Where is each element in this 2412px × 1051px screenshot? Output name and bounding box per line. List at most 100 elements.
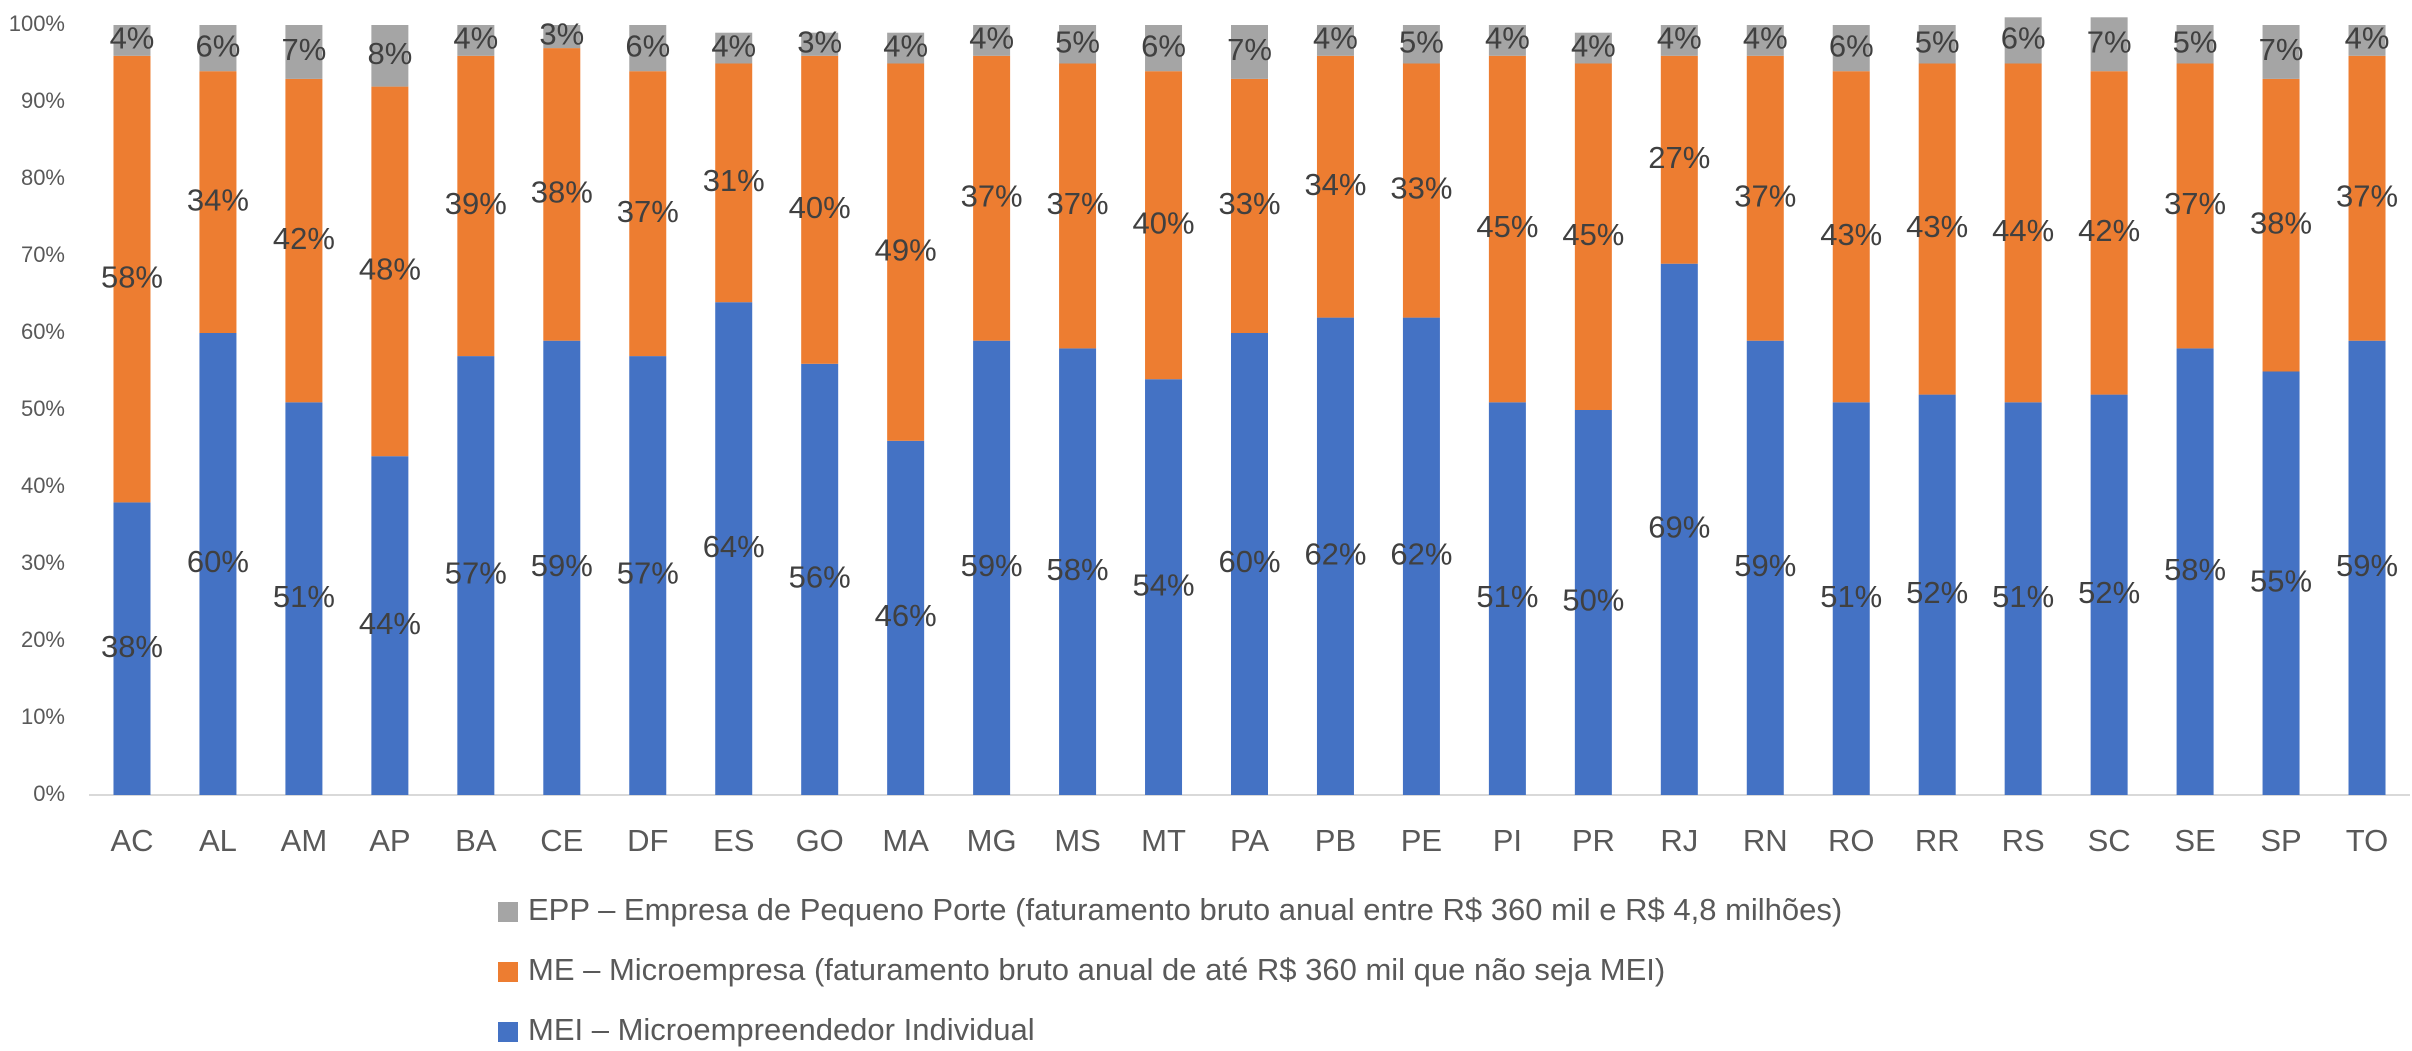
y-tick-label: 90%: [21, 88, 65, 113]
data-label: 51%: [1820, 579, 1882, 614]
data-label: 60%: [187, 544, 249, 579]
bar-segment: [1832, 25, 1870, 72]
data-label: 51%: [1476, 579, 1538, 614]
bar-segment: [1746, 340, 1784, 795]
data-label: 4%: [1571, 28, 1616, 63]
data-label: 69%: [1648, 510, 1710, 545]
bar-segment: [1488, 25, 1526, 56]
bar-segment: [2090, 71, 2128, 395]
x-tick-label: RN: [1743, 823, 1788, 858]
data-label: 6%: [1141, 28, 1186, 63]
bar-segment: [2004, 402, 2042, 795]
data-label: 56%: [789, 560, 851, 595]
x-tick-label: RR: [1915, 823, 1960, 858]
bar-segment: [2262, 78, 2300, 372]
bar-segment: [2176, 25, 2214, 64]
data-label: 7%: [2259, 32, 2304, 67]
bar-segment: [1231, 78, 1268, 334]
bar-segment: [2262, 371, 2300, 795]
data-label: 4%: [1313, 21, 1358, 56]
data-label: 40%: [789, 190, 851, 225]
x-tick-label: SE: [2174, 823, 2215, 858]
data-label: 51%: [273, 579, 335, 614]
bar-segment: [1059, 348, 1097, 795]
data-label: 52%: [1906, 575, 1968, 610]
data-label: 42%: [2078, 213, 2140, 248]
data-label: 6%: [2001, 21, 2046, 56]
data-label: 57%: [445, 556, 507, 591]
data-label: 59%: [1734, 548, 1796, 583]
data-label: 45%: [1562, 217, 1624, 252]
bar-segment: [543, 48, 581, 341]
bar-segment: [1231, 333, 1268, 795]
x-tick-label: MA: [882, 823, 929, 858]
y-tick-label: 50%: [21, 396, 65, 421]
bar-segment: [285, 78, 323, 403]
x-tick-label: MS: [1054, 823, 1101, 858]
data-label: 33%: [1390, 171, 1452, 206]
y-tick-label: 20%: [21, 627, 65, 652]
data-label: 27%: [1648, 140, 1710, 175]
y-tick-label: 80%: [21, 165, 65, 190]
bar-segment: [285, 25, 323, 79]
bar-segment: [629, 356, 667, 795]
bar-segment: [973, 55, 1011, 341]
bar-segment: [629, 71, 667, 357]
bar-segment: [1145, 25, 1183, 72]
data-label: 5%: [2173, 24, 2218, 59]
data-label: 50%: [1562, 583, 1624, 618]
data-label: 51%: [1992, 579, 2054, 614]
data-label: 38%: [2250, 205, 2312, 240]
x-tick-label: PI: [1493, 823, 1522, 858]
data-label: 4%: [1657, 21, 1702, 56]
bar-segment: [2262, 25, 2300, 79]
bar-segment: [887, 63, 925, 441]
bar-segment: [457, 55, 495, 357]
bar-segment: [2004, 17, 2042, 64]
data-label: 33%: [1218, 186, 1280, 221]
bar-segment: [543, 340, 581, 795]
data-label: 4%: [1485, 21, 1530, 56]
bar-segment: [1832, 402, 1870, 795]
data-label: 38%: [531, 175, 593, 210]
x-tick-label: GO: [796, 823, 844, 858]
data-label: 6%: [196, 28, 241, 63]
bar-segment: [2348, 340, 2386, 795]
data-label: 48%: [359, 252, 421, 287]
bar-segment: [371, 25, 409, 87]
bar-segment: [1316, 25, 1354, 56]
bar-segment: [801, 55, 839, 364]
bar-segment: [1145, 379, 1183, 795]
y-tick-label: 40%: [21, 473, 65, 498]
x-tick-label: ES: [713, 823, 754, 858]
x-tick-label: BA: [455, 823, 497, 858]
bar-segment: [1918, 394, 1956, 795]
x-tick-label: MT: [1141, 823, 1186, 858]
data-label: 38%: [101, 629, 163, 664]
bar-segment: [629, 25, 667, 72]
data-label: 59%: [2336, 548, 2398, 583]
bar-segment: [285, 402, 323, 795]
data-label: 45%: [1476, 209, 1538, 244]
bar-segment: [1746, 25, 1784, 56]
bar-segment: [1402, 317, 1440, 795]
bar-segment: [199, 333, 237, 795]
bar-segment: [1488, 55, 1526, 403]
legend-label: ME – Microempresa (faturamento bruto anu…: [528, 952, 1665, 987]
data-label: 5%: [1915, 24, 1960, 59]
data-label: 6%: [625, 28, 670, 63]
bar-segment: [1402, 63, 1440, 318]
x-tick-label: DF: [627, 823, 668, 858]
x-tick-label: CE: [540, 823, 583, 858]
data-label: 3%: [797, 24, 842, 59]
data-label: 42%: [273, 221, 335, 256]
data-label: 37%: [1734, 178, 1796, 213]
data-label: 4%: [883, 28, 928, 63]
data-label: 64%: [703, 529, 765, 564]
bar-segment: [715, 32, 753, 64]
bar-segment: [113, 502, 151, 795]
data-label: 62%: [1304, 536, 1366, 571]
data-label: 44%: [1992, 213, 2054, 248]
bar-segment: [715, 302, 753, 795]
